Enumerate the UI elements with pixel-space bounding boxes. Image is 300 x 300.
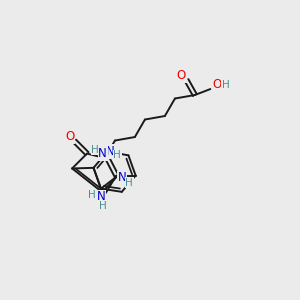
Text: H: H bbox=[99, 201, 107, 211]
Text: H: H bbox=[125, 178, 133, 188]
Text: H: H bbox=[222, 80, 230, 90]
Text: O: O bbox=[212, 78, 221, 92]
Text: O: O bbox=[177, 70, 186, 83]
Text: H: H bbox=[88, 190, 95, 200]
Text: N: N bbox=[98, 147, 107, 160]
Text: N: N bbox=[97, 190, 106, 203]
Text: H: H bbox=[91, 145, 99, 155]
Text: H: H bbox=[113, 150, 121, 160]
Text: N: N bbox=[118, 171, 127, 184]
Text: O: O bbox=[65, 130, 74, 143]
Text: N: N bbox=[106, 145, 114, 158]
